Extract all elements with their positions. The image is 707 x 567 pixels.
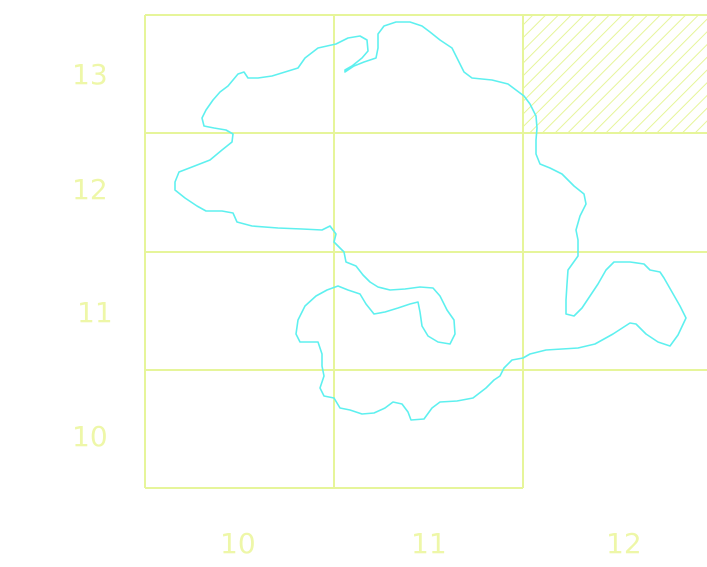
grid <box>144 14 707 489</box>
x-label-10: 10 <box>220 527 256 560</box>
y-label-12: 12 <box>72 173 108 206</box>
region-outline <box>174 21 687 421</box>
x-label-12: 12 <box>606 527 642 560</box>
y-label-10: 10 <box>72 420 108 453</box>
hatched-tile <box>523 15 707 133</box>
y-label-13: 13 <box>72 58 108 91</box>
y-label-11: 11 <box>77 296 113 329</box>
x-label-11: 11 <box>411 527 447 560</box>
